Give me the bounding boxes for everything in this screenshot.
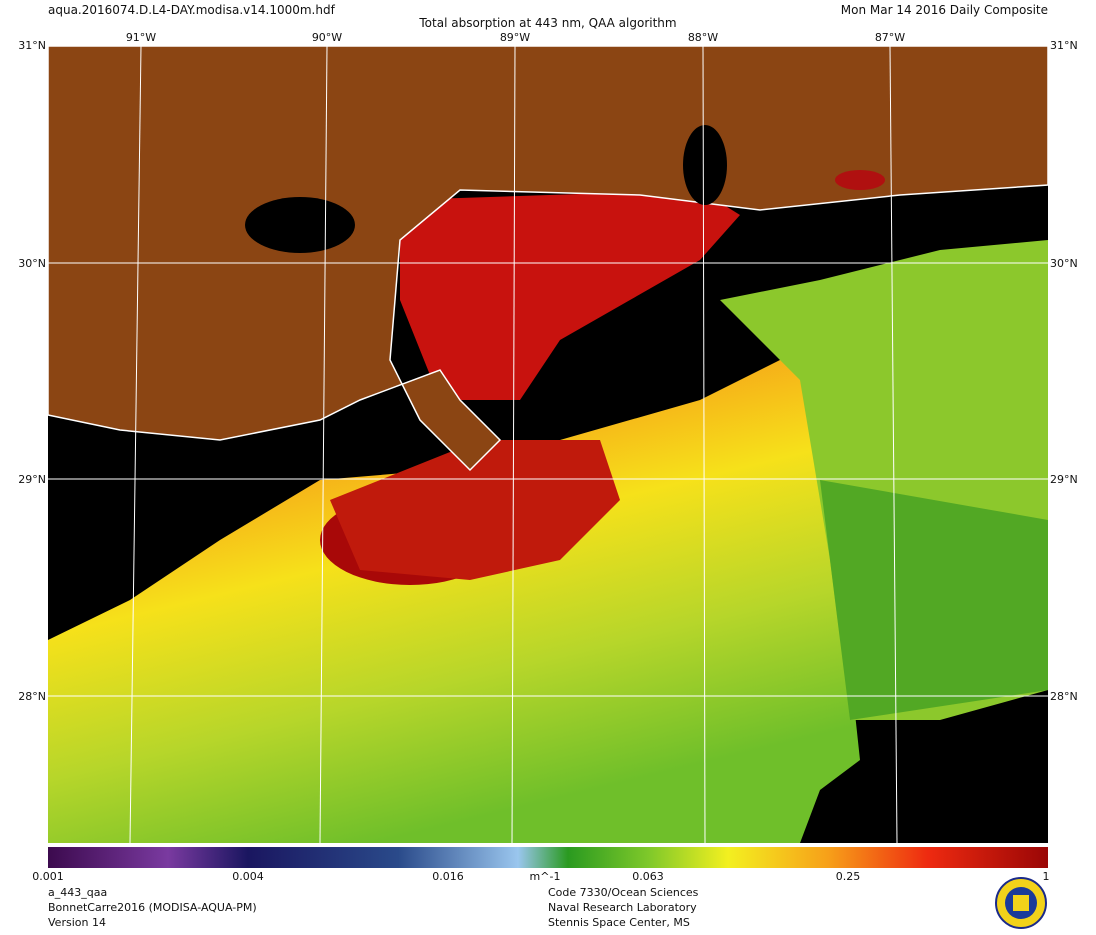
meridian: [702, 45, 706, 844]
footer-text: Naval Research Laboratory: [548, 901, 697, 914]
date-label: Mon Mar 14 2016 Daily Composite: [841, 3, 1048, 17]
colorbar-tick: 0.004: [232, 870, 264, 883]
lake: [245, 197, 355, 253]
colorbar-tick: 0.001: [32, 870, 64, 883]
colorbar-unit: m^-1: [530, 870, 561, 883]
lon-label: 87°W: [875, 31, 905, 44]
lat-label: 29°N: [18, 473, 46, 486]
file-name: aqua.2016074.D.L4-DAY.modisa.v14.1000m.h…: [48, 3, 336, 17]
colorbar-tick: 1: [1043, 870, 1050, 883]
lon-label: 88°W: [688, 31, 718, 44]
lat-label: 28°N: [1050, 690, 1078, 703]
colorbar-tick: 0.063: [632, 870, 664, 883]
footer-text: BonnetCarre2016 (MODISA-AQUA-PM): [48, 901, 257, 914]
map-title: Total absorption at 443 nm, QAA algorith…: [418, 16, 676, 30]
lat-label: 30°N: [1050, 257, 1078, 270]
lat-label: 28°N: [18, 690, 46, 703]
footer-text: Version 14: [48, 916, 106, 929]
colorbar-tick: 0.25: [836, 870, 861, 883]
footer-text: Code 7330/Ocean Sciences: [548, 886, 699, 899]
lat-label: 29°N: [1050, 473, 1078, 486]
logo: [995, 877, 1047, 929]
lon-label: 91°W: [126, 31, 156, 44]
logo-shield: [1013, 895, 1029, 911]
plume-core: [330, 440, 620, 580]
meridian: [889, 45, 898, 844]
lon-label: 89°W: [500, 31, 530, 44]
bay: [835, 170, 885, 190]
lat-label: 30°N: [18, 257, 46, 270]
map-area: [47, 45, 1049, 844]
meridian: [319, 45, 328, 844]
graticule: [48, 45, 1048, 844]
meridian: [129, 45, 142, 844]
land: [47, 45, 1049, 472]
plume: [48, 350, 860, 843]
meridian: [511, 45, 516, 844]
bay: [683, 125, 727, 205]
lon-label: 90°W: [312, 31, 342, 44]
footer-text: Stennis Space Center, MS: [548, 916, 690, 929]
offshore-water: [820, 480, 1048, 720]
lat-label: 31°N: [18, 39, 46, 52]
sound-water: [400, 190, 740, 400]
colorbar: [48, 847, 1048, 868]
lat-label: 31°N: [1050, 39, 1078, 52]
footer-text: a_443_qaa: [48, 886, 107, 899]
colorbar-tick: 0.016: [432, 870, 464, 883]
